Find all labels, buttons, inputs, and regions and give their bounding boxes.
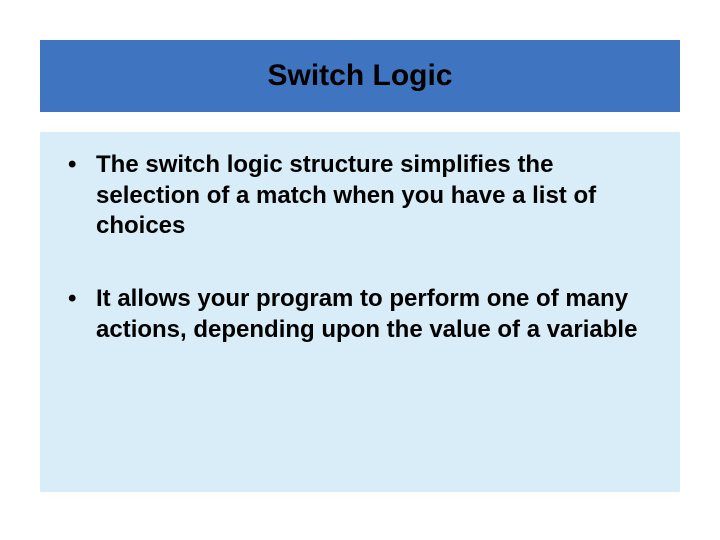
list-item: The switch logic structure simplifies th… bbox=[60, 150, 660, 242]
bullet-text-rest: It allows your program to perform one of… bbox=[96, 285, 637, 343]
slide-title: Switch Logic bbox=[267, 59, 452, 93]
title-bar: Switch Logic bbox=[40, 40, 680, 112]
bullet-text-prefix: The bbox=[96, 151, 145, 178]
list-item: It allows your program to perform one of… bbox=[60, 284, 660, 345]
slide-body: The switch logic structure simplifies th… bbox=[40, 132, 680, 492]
bullet-keyword: switch logic bbox=[145, 151, 282, 178]
slide: Switch Logic The switch logic structure … bbox=[0, 0, 720, 540]
bullet-list: The switch logic structure simplifies th… bbox=[60, 150, 660, 346]
